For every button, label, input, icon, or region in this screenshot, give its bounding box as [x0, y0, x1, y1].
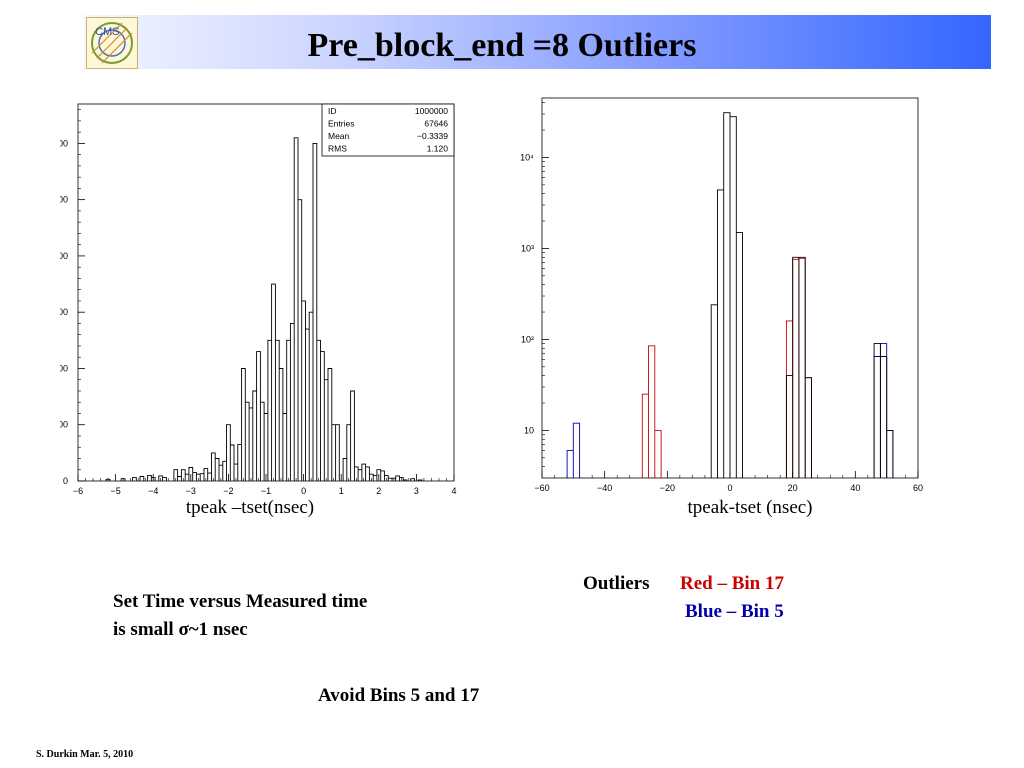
right-histogram-series-1 — [641, 257, 812, 478]
left-histogram-series — [105, 137, 423, 481]
left-y-tick-label: 6000 — [60, 138, 68, 148]
slide-title: Pre_block_end =8 Outliers — [307, 27, 697, 64]
title-bar — [84, 15, 991, 69]
left-stats-label: Mean — [328, 131, 350, 141]
note-line-1: Set Time versus Measured time — [113, 591, 368, 612]
right-x-tick-label: −20 — [660, 483, 675, 493]
left-plot-frame — [77, 103, 455, 482]
left-y-tick-label: 5000 — [60, 195, 68, 205]
right-x-tick-label: 0 — [727, 483, 732, 493]
cms-logo: CMS — [86, 17, 138, 69]
right-y-tick-label: 10² — [521, 334, 534, 344]
left-stats-value: 1000000 — [415, 106, 448, 116]
left-stats-box — [321, 103, 455, 157]
left-stats-label: Entries — [328, 119, 354, 129]
left-stats-label: RMS — [328, 144, 347, 154]
outliers-red-label: Red – Bin 17 — [680, 573, 784, 594]
left-x-tick-label: 4 — [451, 486, 456, 496]
right-histogram-series-3 — [710, 112, 894, 478]
right-x-tick-label: 20 — [788, 483, 798, 493]
left-x-tick-label: 3 — [414, 486, 419, 496]
note-line-2: is small σ~1 nsec — [113, 619, 248, 640]
left-y-tick-label: 0 — [63, 476, 68, 486]
right-x-tick-label: −40 — [597, 483, 612, 493]
outliers-blue-label: Blue – Bin 5 — [685, 601, 784, 622]
right-x-tick-label: 40 — [850, 483, 860, 493]
right-histogram-chart: −60 −40 −20 0 20 40 60 10 10² 10³ 10⁴ — [510, 94, 940, 506]
left-x-tick-label: 2 — [376, 486, 381, 496]
right-axis-caption: tpeak-tset (nsec) — [687, 497, 813, 518]
right-y-tick-label: 10⁴ — [520, 152, 534, 162]
footer-credit: S. Durkin Mar. 5, 2010 — [36, 749, 134, 760]
left-stats-value: 67646 — [424, 119, 448, 129]
left-x-tick-label: −1 — [261, 486, 271, 496]
left-x-tick-label: −2 — [223, 486, 233, 496]
right-x-tick-label: −60 — [534, 483, 549, 493]
right-y-tick-label: 10 — [524, 425, 534, 435]
left-x-tick-label: −6 — [73, 486, 83, 496]
logo-text: CMS — [95, 26, 120, 38]
right-histogram-series-2 — [566, 343, 894, 478]
left-stats-value: 1.120 — [427, 144, 449, 154]
left-stats-value: −0.3339 — [417, 131, 448, 141]
left-x-tick-label: −5 — [110, 486, 120, 496]
left-x-tick-label: −3 — [186, 486, 196, 496]
avoid-note: Avoid Bins 5 and 17 — [318, 685, 480, 706]
left-y-tick-label: 1000 — [60, 420, 68, 430]
left-y-tick-label: 2000 — [60, 363, 68, 373]
left-x-tick-label: −4 — [148, 486, 158, 496]
outliers-label: Outliers — [583, 573, 650, 594]
left-axis-caption: tpeak –tset(nsec) — [185, 497, 315, 518]
right-y-tick-label: 10³ — [521, 243, 534, 253]
left-y-tick-label: 3000 — [60, 307, 68, 317]
left-stats-label: ID — [328, 106, 337, 116]
left-x-tick-label: 0 — [301, 486, 306, 496]
right-x-tick-label: 60 — [913, 483, 923, 493]
left-x-tick-label: 1 — [339, 486, 344, 496]
